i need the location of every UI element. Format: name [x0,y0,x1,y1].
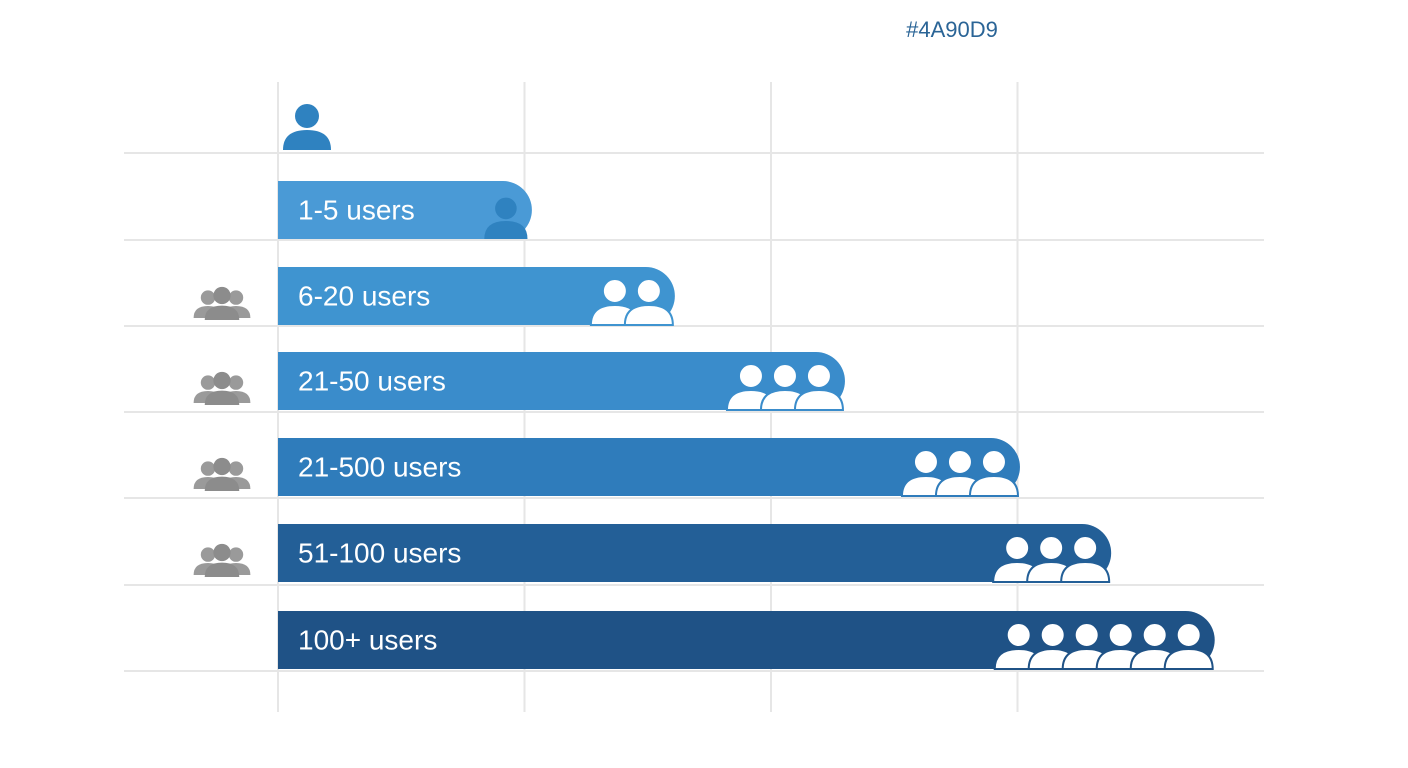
person-icon [204,457,240,491]
icon-head [228,547,244,562]
bar [278,181,532,240]
icon-head [1039,622,1066,648]
icon-body [204,476,240,491]
person-icon [993,622,1044,670]
person-icon [623,278,674,326]
bar-label: 51-100 users [298,537,461,568]
chart-title: #4A90D9 [906,17,998,42]
icon-head [980,449,1007,475]
bar [278,611,1215,669]
icon-head [200,375,216,390]
bar [278,438,1020,496]
person-icon [484,197,528,239]
icon-head [912,449,939,475]
icon-head [200,290,216,305]
person-icon [1163,622,1214,670]
icon-head [805,363,832,389]
icon-head [295,104,319,128]
bar-label: 1-5 users [298,194,415,225]
bar-label: 6-20 users [298,280,430,311]
icon-head [737,363,764,389]
person-icon [283,104,331,150]
icon-head [200,547,216,562]
icon-head [1141,622,1168,648]
icon-head [1073,622,1100,648]
icon-head [1038,535,1065,561]
icon-body [204,390,240,405]
icon-head [228,375,244,390]
icon-body [623,303,674,326]
bar-label: 21-500 users [298,451,461,482]
bar [278,352,845,410]
person-icon [204,543,240,577]
icon-body [1163,647,1214,670]
icon-body [283,130,331,150]
icon-body [1060,560,1111,583]
icon-body [793,388,844,411]
icon-head [601,278,628,304]
icon-head [1107,622,1134,648]
icon-head [228,290,244,305]
icon-head [635,278,662,304]
row-grid [124,152,1264,672]
bar-label: 100+ users [298,624,437,655]
icon-head [213,543,231,562]
icon-head [228,461,244,476]
person-icon [1060,535,1111,583]
icon-head [200,461,216,476]
icon-body [204,562,240,577]
person-icon [968,449,1019,497]
bar [278,524,1112,582]
icon-head [495,197,517,220]
icon-head [1072,535,1099,561]
bar [278,267,675,325]
icon-head [213,286,231,305]
icon-head [213,371,231,390]
person-icon [204,371,240,405]
icon-body [484,221,528,239]
icon-head [1004,535,1031,561]
bar-label: 21-50 users [298,365,446,396]
person-icon [793,363,844,411]
icon-head [1005,622,1032,648]
icon-head [771,363,798,389]
icon-body [968,474,1019,497]
icon-body [204,305,240,320]
icon-head [1175,622,1202,648]
person-icon [204,286,240,320]
icon-head [213,457,231,476]
icon-head [946,449,973,475]
